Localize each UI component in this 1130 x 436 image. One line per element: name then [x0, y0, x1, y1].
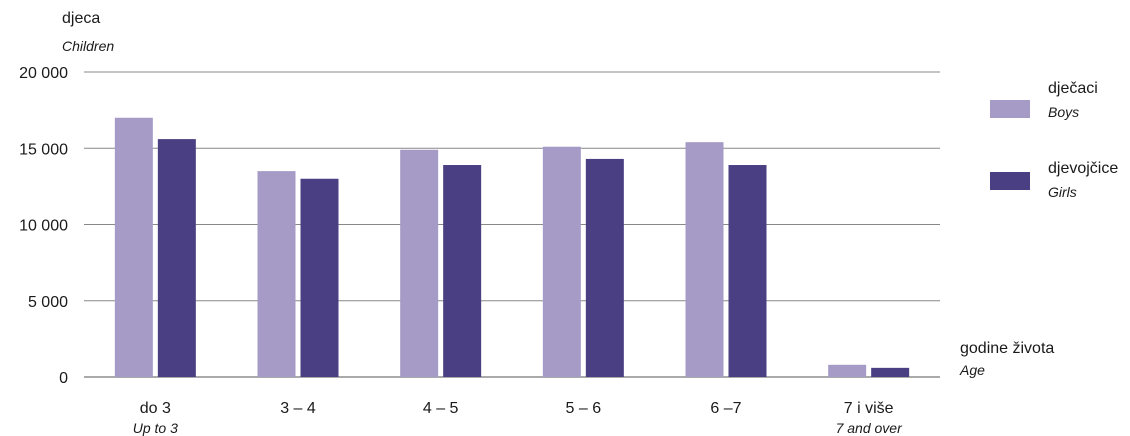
bar-boys — [114, 117, 153, 377]
x-tick-label: 7 i više — [844, 400, 894, 417]
bar-boys — [400, 149, 439, 377]
x-tick-labels: do 3 Up to 3 3 – 4 4 – 5 5 – 6 6 –7 7 i više 7 … — [133, 400, 903, 436]
legend-label-girls: djevojčice — [1048, 160, 1119, 177]
x-tick-label: 5 – 6 — [566, 400, 602, 417]
bar-girls — [443, 165, 482, 377]
bar-girls — [157, 139, 196, 377]
bar-boys — [685, 142, 724, 377]
y-tick-label: 10 000 — [19, 218, 68, 235]
y-tick-label: 15 000 — [19, 141, 68, 158]
legend-label-boys: dječaci — [1048, 80, 1098, 97]
bars — [114, 117, 910, 377]
bar-girls — [728, 165, 767, 377]
x-tick-label: 4 – 5 — [423, 400, 459, 417]
y-axis-label-english: Children — [62, 38, 115, 54]
bar-girls — [871, 367, 910, 377]
y-tick-label: 20 000 — [19, 65, 68, 82]
x-tick-label: 3 – 4 — [280, 400, 316, 417]
legend-label-girls-english: Girls — [1048, 184, 1077, 200]
y-axis-label: djeca — [62, 10, 101, 27]
y-tick-label: 0 — [59, 370, 68, 387]
y-tick-labels: 0 5 000 10 000 15 000 20 000 — [19, 65, 68, 387]
gridlines — [84, 71, 940, 378]
bar-girls — [300, 178, 339, 377]
y-tick-label: 5 000 — [28, 294, 68, 311]
legend-swatch-boys — [990, 100, 1030, 118]
legend-label-boys-english: Boys — [1048, 104, 1080, 120]
x-tick-label-english: 7 and over — [836, 420, 903, 436]
bar-boys — [828, 364, 867, 377]
bar-boys — [257, 171, 296, 377]
x-tick-label-english: Up to 3 — [133, 420, 178, 436]
x-axis-label: godine života — [960, 340, 1055, 357]
x-axis-label-english: Age — [960, 362, 985, 378]
x-tick-label: do 3 — [140, 400, 171, 417]
bar-girls — [585, 158, 624, 377]
x-tick-label: 6 –7 — [710, 400, 741, 417]
legend-swatch-girls — [990, 172, 1030, 190]
bar-boys — [542, 146, 581, 377]
